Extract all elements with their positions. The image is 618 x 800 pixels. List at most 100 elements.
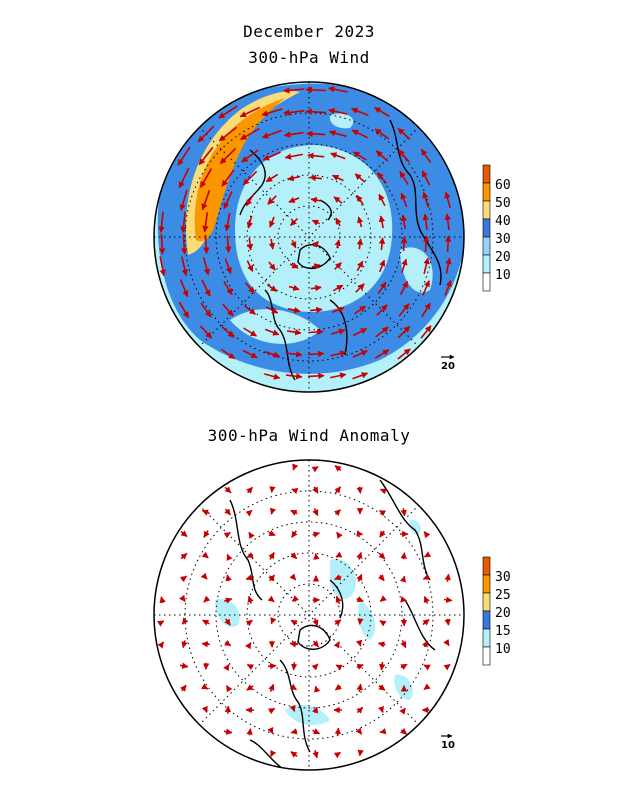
wind-vector-arrow bbox=[335, 217, 342, 227]
wind-vector-arrow bbox=[290, 728, 298, 735]
wind-vector-arrow bbox=[399, 707, 406, 715]
wind-vector-arrow bbox=[422, 235, 430, 252]
wind-vector-arrow bbox=[334, 509, 341, 516]
wind-vector-arrow bbox=[312, 486, 319, 494]
wind-vector-arrow bbox=[400, 728, 408, 735]
wind-vector-arrow bbox=[400, 508, 407, 517]
wind-vector-arrow bbox=[355, 283, 365, 293]
wind-vector-arrow bbox=[226, 553, 233, 561]
wind-vector-arrow bbox=[268, 530, 276, 537]
wind-vector-arrow bbox=[246, 663, 254, 671]
colorbar1-bin-5 bbox=[482, 182, 491, 202]
wind-vector-arrow bbox=[421, 302, 431, 318]
wind-vector-arrow bbox=[223, 280, 233, 296]
wind-colorbar: 10 20 30 40 50 60 bbox=[482, 164, 511, 292]
wind-vector-arrow bbox=[400, 214, 407, 230]
wind-vector-arrow bbox=[201, 705, 208, 713]
wind-vector-arrow bbox=[223, 190, 233, 210]
wind-vector-arrow bbox=[245, 193, 255, 207]
wind-vector-arrow bbox=[313, 553, 320, 560]
wind-vector-arrow bbox=[264, 373, 281, 380]
wind-vector-arrow bbox=[200, 302, 212, 318]
wind-vector-arrow bbox=[334, 464, 342, 472]
wind-vector-arrow bbox=[180, 684, 187, 692]
wind-vector-arrow bbox=[245, 642, 252, 650]
wind-vector-arrow bbox=[399, 280, 409, 295]
wind-vector-arrow bbox=[379, 488, 387, 495]
wind-vector-arrow bbox=[224, 618, 231, 626]
wind-vector-arrow bbox=[443, 663, 451, 671]
wind-vector-arrow bbox=[400, 192, 408, 208]
wind-vector-arrow bbox=[401, 258, 408, 274]
wind-vector-arrow bbox=[218, 105, 238, 119]
colorbar2-label: 20 bbox=[495, 606, 511, 621]
wind-vector-arrow bbox=[287, 175, 301, 182]
wind-vector-arrow bbox=[310, 284, 322, 292]
wind-vector-arrow bbox=[330, 152, 346, 160]
wind-vector-arrow bbox=[378, 215, 386, 229]
coastlines bbox=[229, 479, 436, 769]
wind-vector-arrow bbox=[356, 706, 364, 714]
colorbar1-bin-1 bbox=[482, 254, 491, 274]
wind-vector-arrow bbox=[373, 106, 390, 118]
colorbar2-bin-2 bbox=[482, 610, 491, 630]
colorbar1-label: 40 bbox=[495, 214, 511, 229]
wind-vector-arrow bbox=[292, 463, 299, 471]
wind-vector-arrow bbox=[400, 596, 408, 603]
wind-vector-arrow bbox=[420, 148, 432, 164]
wind-vector-arrow bbox=[247, 595, 254, 604]
wind-vector-arrow bbox=[178, 301, 190, 319]
wind-vector-arrow bbox=[422, 280, 430, 296]
wind-vector-arrow bbox=[312, 508, 319, 517]
reference-vector-1: 20 bbox=[441, 354, 455, 372]
wind-vector-arrow bbox=[444, 618, 451, 626]
wind-vector-arrow bbox=[444, 235, 452, 253]
wind-vector-arrow bbox=[400, 640, 407, 649]
wind-vector-arrow bbox=[423, 551, 432, 558]
wind-vector-arrow bbox=[283, 109, 305, 116]
wind-vector-arrow bbox=[335, 595, 342, 605]
wind-vector-arrow bbox=[306, 130, 326, 137]
wind-vector-arrow bbox=[443, 596, 453, 603]
month-title: December 2023 bbox=[243, 22, 375, 41]
wind-vector-arrow bbox=[423, 664, 431, 671]
colorbar1-label: 30 bbox=[495, 232, 511, 247]
wind-vector-arrow bbox=[330, 372, 347, 379]
wind-vector-arrow bbox=[333, 196, 343, 204]
anomaly-colorbar: 10 15 20 25 30 bbox=[482, 556, 511, 666]
wind-vector-arrow bbox=[355, 639, 363, 647]
wind-vector-arrow bbox=[202, 212, 209, 233]
wind-vector-arrow bbox=[354, 305, 367, 315]
wind-vector-arrow bbox=[290, 218, 298, 226]
wind-vector-arrow bbox=[444, 573, 451, 582]
wind-vector-arrow bbox=[270, 617, 277, 625]
wind-vector-arrow bbox=[378, 259, 386, 273]
wind-vector-arrow bbox=[335, 551, 343, 558]
wind-vector-arrow bbox=[220, 348, 236, 360]
wind-vector-arrow bbox=[290, 619, 298, 627]
wind-vector-arrow bbox=[288, 196, 300, 203]
wind-vector-arrow bbox=[289, 641, 299, 648]
wind-vector-arrow bbox=[223, 663, 230, 672]
wind-vector-arrow bbox=[266, 284, 278, 292]
wind-vector-arrow bbox=[177, 146, 191, 166]
wind-vector-arrow bbox=[246, 237, 254, 251]
wind-vector-arrow bbox=[287, 306, 301, 314]
wind-vector-arrow bbox=[201, 190, 211, 211]
wind-vector-arrow bbox=[423, 683, 431, 691]
wind-vector-arrow bbox=[352, 372, 369, 380]
wind-vector-arrow bbox=[378, 552, 386, 560]
wind-vector-arrow bbox=[243, 327, 258, 337]
wind-vector-arrow bbox=[307, 152, 325, 159]
wind-vector-arrow bbox=[356, 194, 364, 206]
wind-vector-arrow bbox=[268, 707, 276, 715]
wind-vector-arrow bbox=[379, 530, 386, 538]
wind-vector-arrow bbox=[377, 641, 386, 648]
wind-vector-arrow bbox=[334, 683, 342, 691]
wind-map-panel: 10 20 30 40 50 60 20 bbox=[153, 81, 511, 393]
wind-vector-arrow bbox=[289, 683, 297, 691]
wind-vector-arrow bbox=[224, 258, 232, 275]
wind-vector-arrow bbox=[422, 573, 430, 580]
wind-vectors bbox=[158, 86, 452, 380]
